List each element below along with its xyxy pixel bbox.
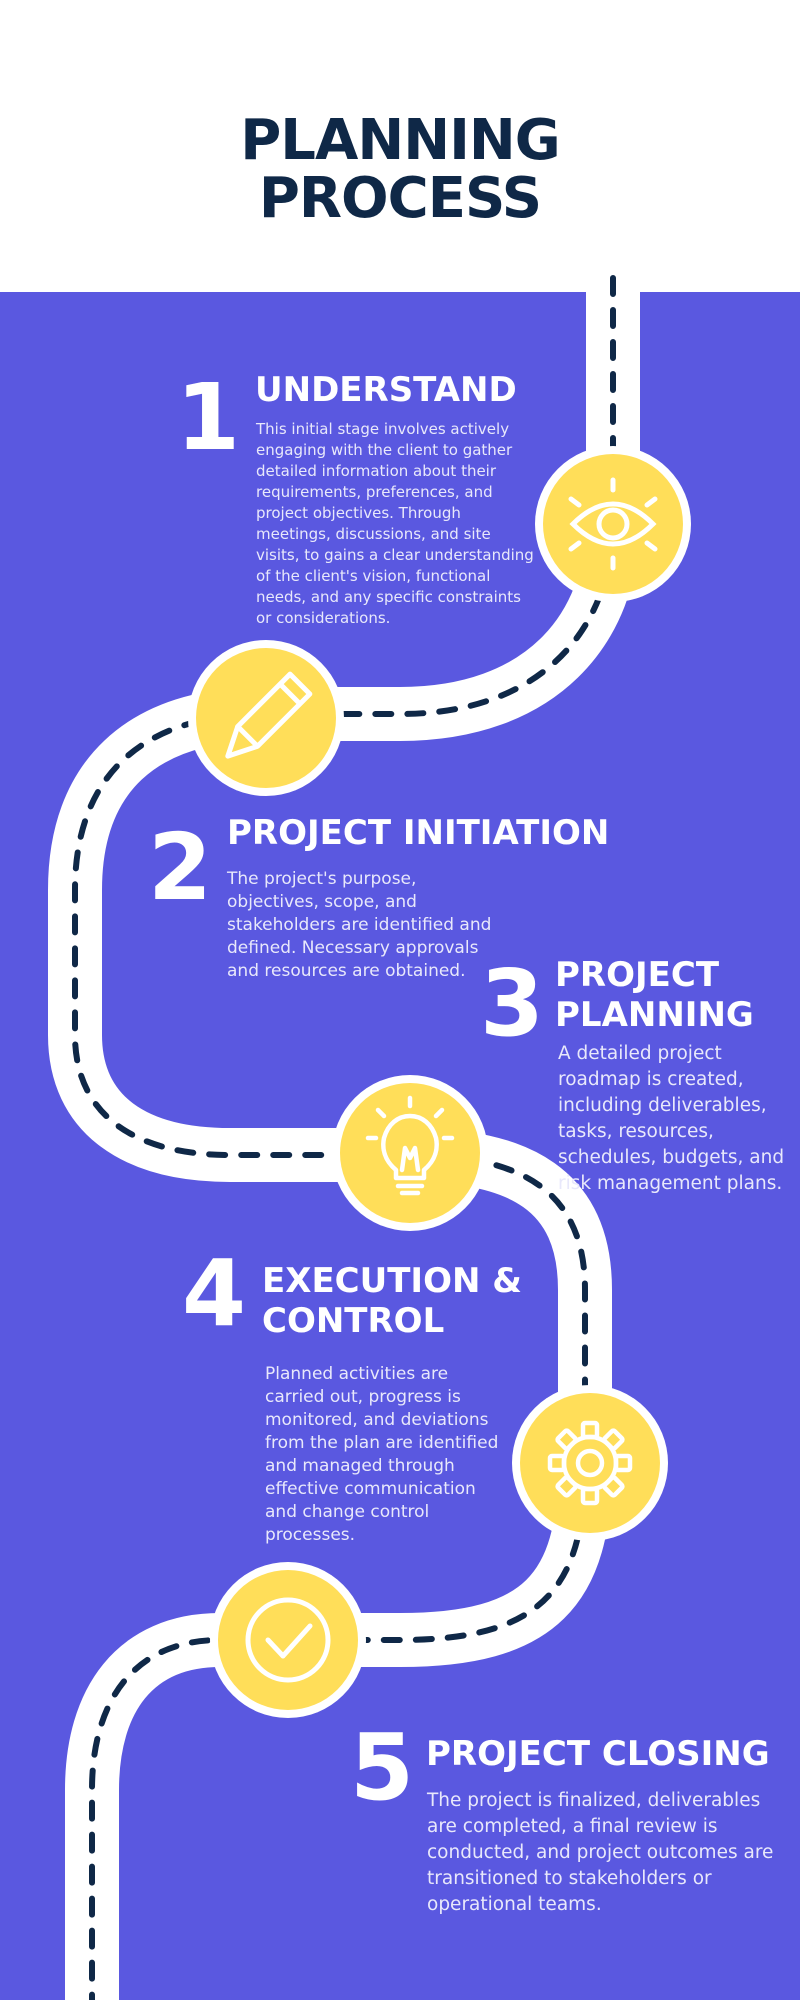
step-number: 1: [176, 364, 241, 471]
step-description: This initial stage involves actively eng…: [256, 420, 534, 627]
step-1-node: [535, 446, 691, 602]
check-circle-icon: [245, 1597, 331, 1683]
step-description: The project is finalized, deliverables a…: [427, 1790, 774, 1915]
step-title-line: CONTROL: [262, 1301, 445, 1341]
step-title-line: UNDERSTAND: [255, 370, 517, 410]
title-line-2: PROCESS: [258, 166, 542, 231]
step-title-line: PROJECT: [555, 955, 720, 995]
step-title: UNDERSTAND: [255, 370, 517, 410]
road-dashes: [72, 275, 616, 2000]
gear-icon: [547, 1420, 633, 1506]
step-number: 2: [148, 814, 213, 921]
step-title: PROJECT INITIATION: [227, 813, 609, 853]
step-3-node: [332, 1075, 488, 1231]
eye-icon: [568, 477, 658, 571]
page-title: PLANNING PROCESS: [0, 112, 800, 228]
lightbulb-icon: [365, 1095, 455, 1196]
step-number: 5: [350, 1714, 415, 1821]
step-4-node: [512, 1385, 668, 1541]
step-title: PROJECT CLOSING: [426, 1734, 770, 1774]
step-title-line: EXECUTION &: [262, 1261, 522, 1301]
pencil-icon: [225, 671, 313, 759]
step-title-line: PROJECT INITIATION: [227, 813, 610, 853]
step-5-node: [210, 1562, 366, 1718]
step-number: 4: [182, 1240, 247, 1347]
step-title-line: PROJECT CLOSING: [426, 1734, 770, 1774]
step-description: A detailed project roadmap is created, i…: [558, 1043, 785, 1194]
title-line-1: PLANNING: [240, 108, 560, 173]
step-description: Planned activities are carried out, prog…: [265, 1364, 499, 1545]
step-title: EXECUTION & CONTROL: [262, 1261, 522, 1341]
step-title-line: PLANNING: [555, 995, 754, 1035]
step-2-node: [188, 640, 344, 796]
step-description: The project's purpose, objectives, scope…: [227, 869, 492, 981]
header: PLANNING PROCESS: [0, 0, 800, 292]
step-number: 3: [480, 950, 545, 1057]
step-title: PROJECT PLANNING: [555, 955, 754, 1035]
